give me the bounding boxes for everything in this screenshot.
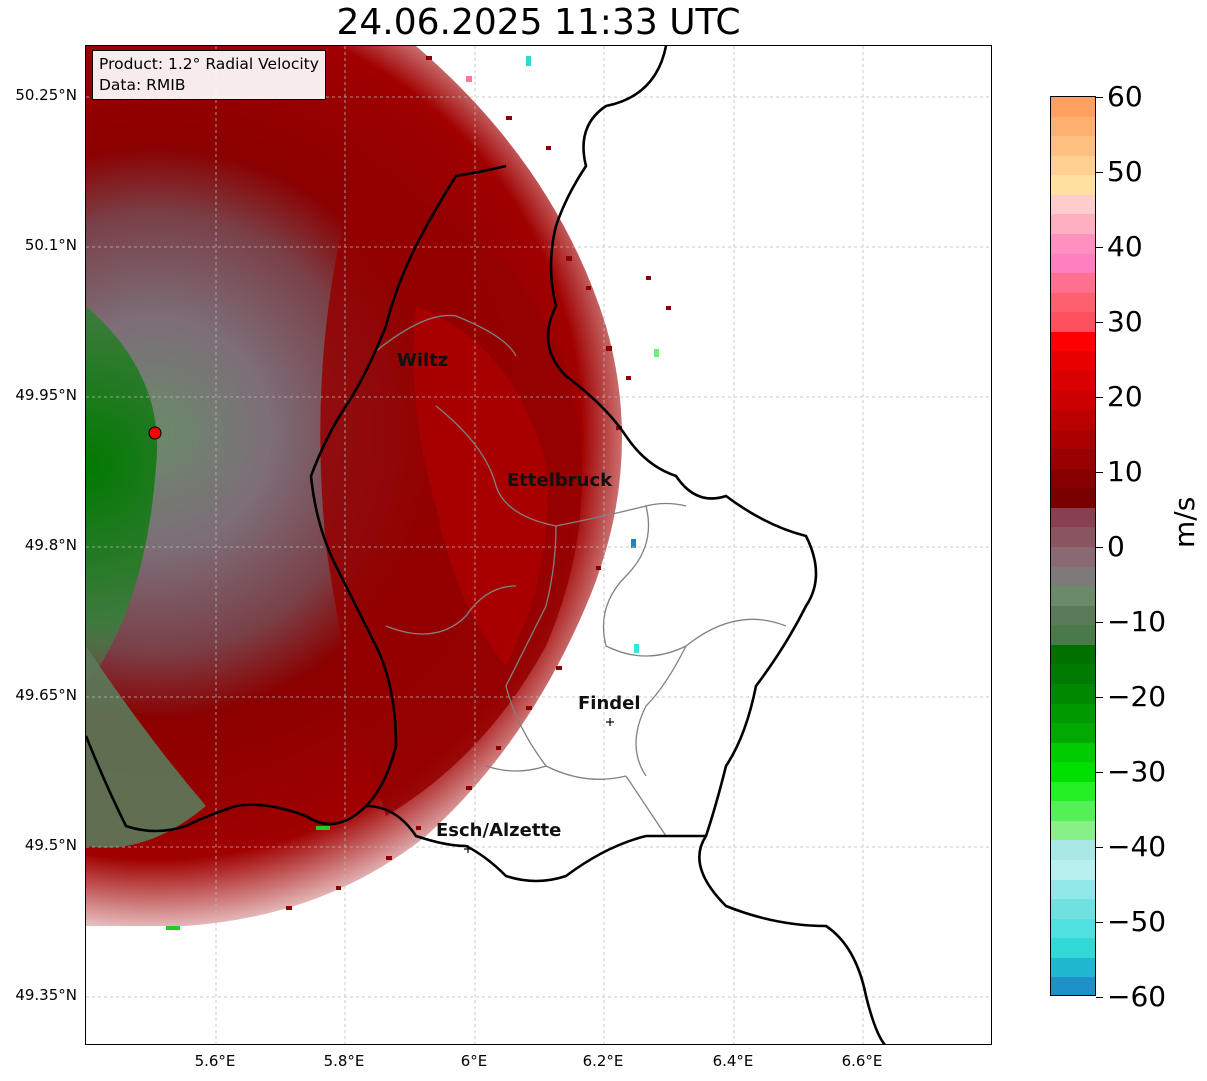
colorbar-segment: [1051, 820, 1095, 841]
colorbar-segment: [1051, 762, 1095, 783]
national-borders: [86, 46, 887, 1044]
colorbar-tick: −50: [1096, 905, 1166, 938]
colorbar-segment: [1051, 586, 1095, 607]
colorbar-segment: [1051, 214, 1095, 235]
colorbar-segment: [1051, 410, 1095, 431]
city-label-esch-alzette: Esch/Alzette: [436, 820, 562, 841]
colorbar-tick: 60: [1096, 80, 1143, 113]
colorbar-segment: [1051, 116, 1095, 137]
lat-tick-label: 50.25°N: [15, 86, 77, 104]
colorbar-tick: 30: [1096, 305, 1143, 338]
colorbar-segment: [1051, 429, 1095, 450]
city-marker-cross: [464, 718, 614, 853]
colorbar-segment: [1051, 312, 1095, 333]
colorbar-segment: [1051, 664, 1095, 685]
colorbar-unit-label: m/s: [1168, 496, 1201, 548]
colorbar-tick: 50: [1096, 155, 1143, 188]
colorbar-segment: [1051, 507, 1095, 528]
colorbar-segment: [1051, 723, 1095, 744]
lat-tick-label: 49.8°N: [24, 536, 77, 554]
colorbar-segment: [1051, 547, 1095, 568]
colorbar-segment: [1051, 233, 1095, 255]
product-label: Product: 1.2° Radial Velocity: [99, 55, 319, 73]
colorbar-segment: [1051, 605, 1095, 626]
lat-tick-label: 49.95°N: [15, 386, 77, 404]
lon-tick-label: 5.6°E: [194, 1052, 236, 1070]
colorbar-tick: −10: [1096, 605, 1166, 638]
colorbar-segment: [1051, 351, 1095, 372]
colorbar-segment: [1051, 625, 1095, 646]
colorbar-segment: [1051, 449, 1095, 470]
data-source-label: Data: RMIB: [99, 76, 186, 94]
colorbar-segment: [1051, 370, 1095, 391]
echo-speckles-cool: [166, 56, 659, 930]
radar-map-canvas: [86, 46, 991, 1044]
near-zero-field: [86, 646, 206, 848]
colorbar-segment: [1051, 175, 1095, 196]
chart-title: 24.06.2025 11:33 UTC: [336, 2, 741, 43]
colorbar-segment: [1051, 977, 1095, 995]
colorbar-segment: [1051, 566, 1095, 587]
colorbar-segment: [1051, 879, 1095, 900]
colorbar-segment: [1051, 781, 1095, 802]
colorbar-segment: [1051, 860, 1095, 881]
lon-tick-label: 6.4°E: [712, 1052, 754, 1070]
district-boundaries: [375, 314, 787, 837]
colorbar-segment: [1051, 683, 1095, 705]
lon-tick-label: 6.2°E: [582, 1052, 624, 1070]
colorbar-segment: [1051, 742, 1095, 763]
colorbar-tick: −30: [1096, 755, 1166, 788]
colorbar-tick: 20: [1096, 380, 1143, 413]
city-label-wiltz: Wiltz: [397, 350, 449, 371]
colorbar-segment: [1051, 840, 1095, 861]
radar-site-marker: [148, 426, 162, 440]
city-label-ettelbruck: Ettelbruck: [507, 470, 613, 491]
colorbar-tick: −20: [1096, 680, 1166, 713]
colorbar-tick: 0: [1096, 530, 1125, 563]
info-box: Product: 1.2° Radial Velocity Data: RMIB: [92, 50, 326, 100]
colorbar-segment: [1051, 97, 1095, 118]
colorbar-segment: [1051, 527, 1095, 548]
colorbar-segment: [1051, 703, 1095, 724]
lat-tick-label: 49.65°N: [15, 686, 77, 704]
inbound-field: [86, 306, 158, 686]
colorbar-tick: −40: [1096, 830, 1166, 863]
radar-map[interactable]: [85, 45, 992, 1045]
city-label-findel: Findel: [578, 693, 641, 714]
colorbar-segment: [1051, 253, 1095, 274]
colorbar-segment: [1051, 194, 1095, 215]
colorbar-segment: [1051, 273, 1095, 294]
colorbar-segment: [1051, 331, 1095, 352]
lon-tick-label: 5.8°E: [323, 1052, 365, 1070]
lat-tick-label: 50.1°N: [24, 236, 77, 254]
lat-tick-label: 49.35°N: [15, 986, 77, 1004]
colorbar-segment: [1051, 292, 1095, 313]
colorbar-segment: [1051, 488, 1095, 509]
colorbar-segment: [1051, 155, 1095, 176]
colorbar-segment: [1051, 136, 1095, 157]
outbound-core: [413, 306, 548, 666]
colorbar-segment: [1051, 390, 1095, 411]
colorbar-segment: [1051, 899, 1095, 920]
colorbar-tick: 40: [1096, 230, 1143, 263]
colorbar-segment: [1051, 938, 1095, 959]
colorbar: [1050, 96, 1096, 996]
colorbar-segment: [1051, 801, 1095, 822]
colorbar-segment: [1051, 918, 1095, 939]
lon-tick-label: 6°E: [460, 1052, 488, 1070]
lon-tick-label: 6.6°E: [841, 1052, 883, 1070]
colorbar-tick: −60: [1096, 980, 1166, 1013]
colorbar-segment: [1051, 468, 1095, 489]
colorbar-segment: [1051, 957, 1095, 978]
colorbar-tick: 10: [1096, 455, 1143, 488]
colorbar-segment: [1051, 644, 1095, 665]
lat-tick-label: 49.5°N: [24, 836, 77, 854]
